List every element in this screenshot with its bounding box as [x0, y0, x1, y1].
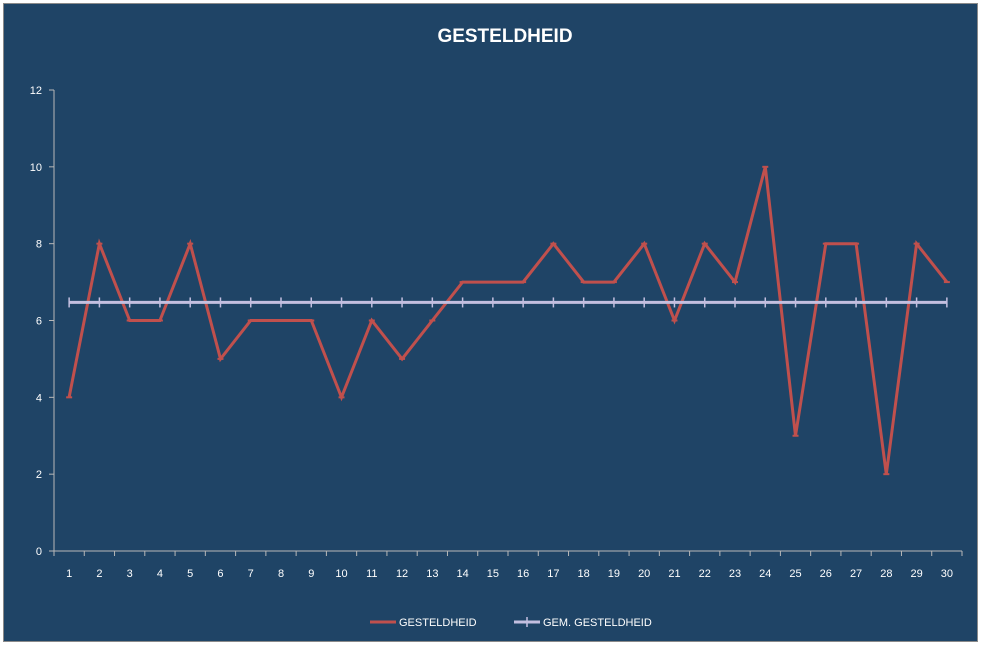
chart-area [3, 3, 978, 642]
x-tick-label: 21 [668, 568, 680, 580]
x-tick-label: 2 [96, 568, 102, 580]
legend-label: GESTELDHEID [399, 617, 477, 629]
x-tick-label: 3 [127, 568, 133, 580]
x-tick-label: 7 [248, 568, 254, 580]
x-tick-label: 14 [456, 568, 468, 580]
x-tick-label: 10 [335, 568, 347, 580]
x-tick-label: 18 [578, 568, 590, 580]
y-tick-label: 4 [36, 392, 42, 404]
x-tick-label: 26 [820, 568, 832, 580]
series-layer [66, 165, 950, 476]
x-tick-label: 28 [880, 568, 892, 580]
x-tick-label: 13 [426, 568, 438, 580]
x-tick-label: 15 [487, 568, 499, 580]
x-tick-label: 11 [366, 568, 377, 580]
x-tick-label: 25 [789, 568, 801, 580]
x-tick-label: 5 [187, 568, 193, 580]
series-gesteldheid [66, 165, 950, 476]
legend-item-gem-gesteldheid: GEM. GESTELDHEID [514, 617, 652, 629]
chart-title: GESTELDHEID [437, 26, 572, 47]
x-tick-label: 23 [729, 568, 741, 580]
x-tick-label: 27 [850, 568, 862, 580]
y-tick-label: 10 [30, 162, 42, 174]
x-tick-label: 4 [157, 568, 163, 580]
x-tick-label: 6 [217, 568, 223, 580]
x-tick-label: 29 [910, 568, 922, 580]
series-gem-gesteldheid [68, 297, 948, 308]
x-tick-label: 16 [517, 568, 529, 580]
x-tick-label: 30 [941, 568, 953, 580]
y-tick-label: 0 [36, 546, 42, 558]
x-tick-label: 19 [608, 568, 620, 580]
x-tick-label: 24 [759, 568, 771, 580]
y-tick-label: 12 [30, 85, 42, 97]
series-line [67, 166, 949, 475]
y-tick-label: 8 [36, 239, 42, 251]
x-tick-label: 20 [638, 568, 650, 580]
y-tick-label: 6 [36, 316, 42, 328]
legend-label: GEM. GESTELDHEID [543, 617, 652, 629]
legend: GESTELDHEID GEM. GESTELDHEID [370, 617, 652, 629]
x-tick-label: 1 [66, 568, 72, 580]
x-tick-label: 9 [308, 568, 314, 580]
x-tick-label: 8 [278, 568, 284, 580]
x-tick-label: 22 [699, 568, 711, 580]
x-tick-label: 17 [547, 568, 559, 580]
y-tick-label: 2 [36, 469, 42, 481]
x-tick-label: 12 [396, 568, 408, 580]
legend-item-gesteldheid: GESTELDHEID [370, 617, 477, 629]
